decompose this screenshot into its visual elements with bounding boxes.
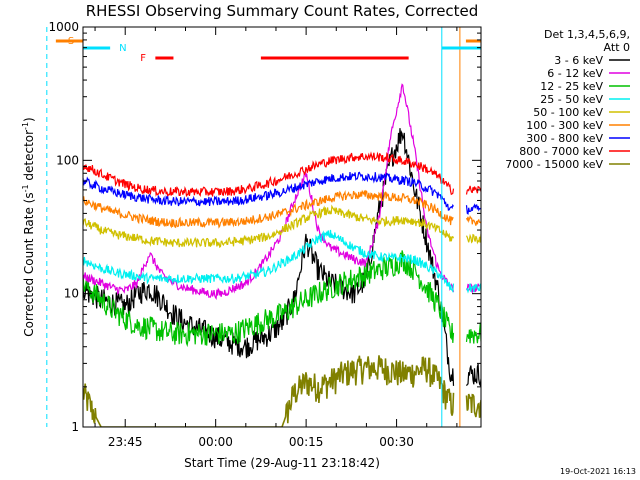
x-axis-label: Start Time (29-Aug-11 23:18:42)	[184, 456, 380, 470]
plot-frame	[82, 26, 482, 428]
x-tick-label: 23:45	[108, 435, 143, 449]
generation-timestamp: 19-Oct-2021 16:13	[560, 467, 636, 476]
y-axis-label-exp2: -1	[21, 122, 30, 130]
legend-item-label: 12 - 25 keV	[540, 80, 603, 93]
y-axis-label-end: )	[22, 117, 36, 122]
legend-item-label: 300 - 800 keV	[526, 132, 603, 145]
legend-item-label: 25 - 50 keV	[540, 93, 603, 106]
night-label: N	[119, 43, 126, 54]
series-7000-15000-kev-line	[83, 355, 481, 427]
legend-header-line-1: Det 1,3,4,5,6,9,	[544, 28, 630, 41]
legend-item-label: 3 - 6 keV	[554, 54, 603, 67]
series-300-800-kev-line	[83, 171, 481, 215]
x-axis: 23:45 00:00 00:15 00:30	[94, 27, 458, 449]
y-tick-label: 1	[71, 420, 79, 434]
legend-item-label: 800 - 7000 keV	[519, 145, 603, 158]
x-tick-label: 00:30	[379, 435, 414, 449]
y-axis-label-mid: detector	[22, 130, 36, 185]
chart-title: RHESSI Observing Summary Count Rates, Co…	[86, 2, 479, 20]
y-axis-label-main: Corrected Count Rate (s	[22, 192, 36, 336]
series-25-50-kev-line	[83, 229, 481, 294]
legend-header-line-2: Att 0	[604, 41, 630, 54]
saa-label: S	[68, 36, 74, 47]
y-axis-label-exp1: -1	[21, 184, 30, 192]
legend-item-label: 100 - 300 keV	[526, 119, 603, 132]
flare-label: F	[140, 53, 146, 64]
y-axis-label: Corrected Count Rate (s-1 detector-1)	[21, 117, 36, 336]
series-3-6-kev-line	[83, 128, 481, 388]
y-axis: 1 10 100 1000	[48, 20, 481, 434]
y-tick-label: 1000	[48, 20, 79, 34]
x-tick-label: 00:00	[198, 435, 233, 449]
series-800-7000-kev-line	[83, 151, 481, 198]
series-50-100-kev-line	[83, 204, 481, 249]
legend-item-label: 7000 - 15000 keV	[505, 158, 603, 171]
y-tick-label: 100	[56, 153, 79, 167]
series-12-25-kev-line	[83, 250, 481, 348]
legend-item-label: 6 - 12 keV	[547, 67, 603, 80]
series-layer	[83, 83, 481, 427]
x-tick-label: 00:15	[289, 435, 324, 449]
legend-item-label: 50 - 100 keV	[533, 106, 603, 119]
series-100-300-kev-line	[83, 189, 481, 229]
y-tick-label: 10	[64, 287, 79, 301]
marker-layer: S N F	[46, 27, 481, 427]
